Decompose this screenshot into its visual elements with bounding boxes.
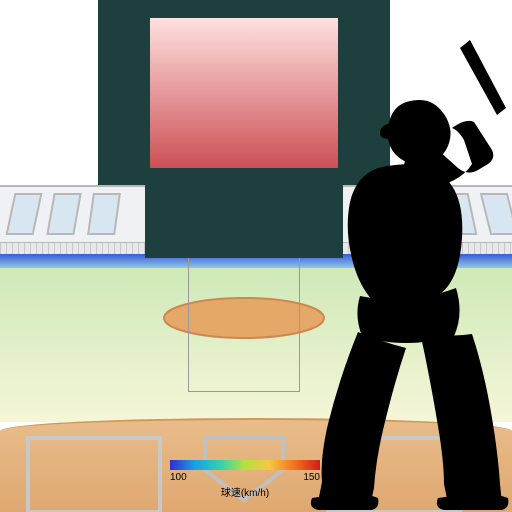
speed-legend-label: 球速(km/h) (221, 484, 269, 499)
legend-tick: 150 (303, 472, 320, 483)
batter-silhouette (0, 0, 512, 512)
pitch-location-scene: 100 150 球速(km/h) (0, 0, 512, 512)
speed-legend-ticks: 100 150 (170, 472, 320, 483)
speed-legend-gradient (170, 460, 320, 470)
speed-legend: 100 150 球速(km/h) (170, 460, 320, 499)
legend-tick: 100 (170, 472, 187, 483)
